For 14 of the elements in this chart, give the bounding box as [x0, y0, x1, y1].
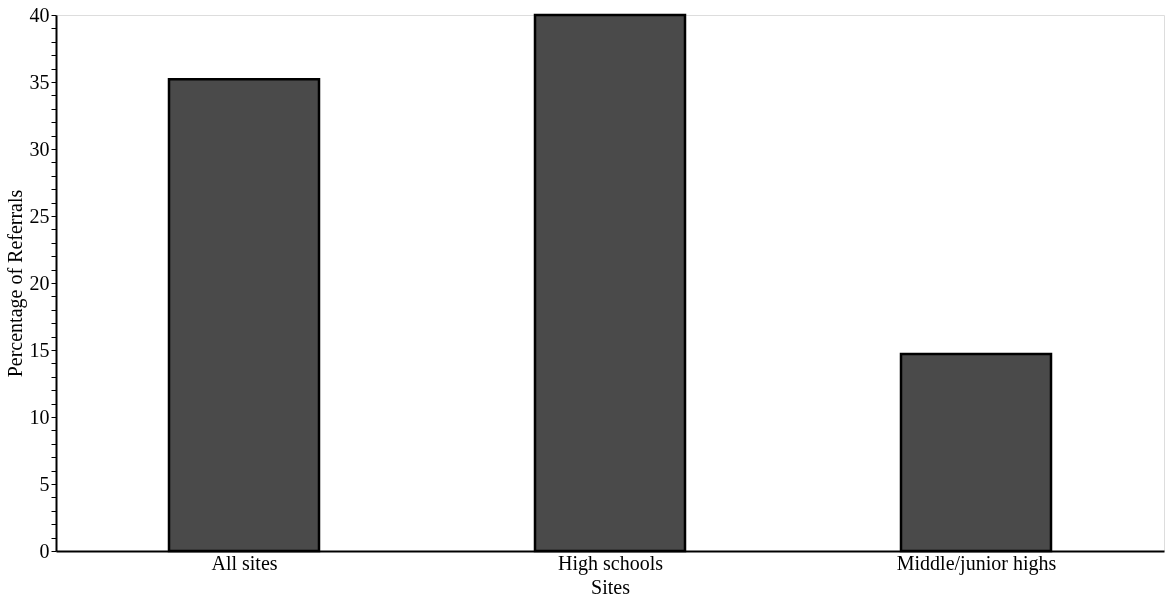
y-tick-label: 5	[39, 472, 50, 495]
x-tick-label: High schools	[558, 551, 664, 575]
x-axis-title: Sites	[591, 575, 631, 598]
y-tick-label: 40	[29, 3, 50, 26]
y-axis-title: Percentage of Referrals	[3, 189, 27, 378]
x-tick-label: All sites	[211, 551, 278, 574]
y-tick-label: 15	[29, 338, 50, 361]
y-tick-label: 0	[39, 539, 50, 562]
x-tick-label: Middle/junior highs	[896, 551, 1057, 575]
y-tick-label: 10	[29, 405, 50, 428]
y-tick-label: 35	[29, 70, 50, 93]
y-tick-label: 20	[29, 271, 50, 294]
y-tick-label: 30	[29, 137, 50, 160]
y-tick-label: 25	[29, 204, 50, 227]
